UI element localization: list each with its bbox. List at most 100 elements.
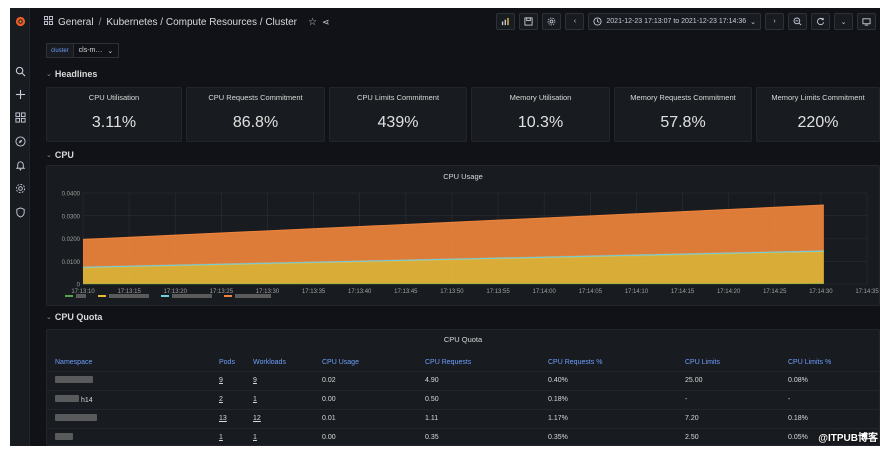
- y-tick-label: 0.0100: [62, 260, 81, 266]
- alerting-bell-icon[interactable]: [10, 158, 30, 172]
- column-header[interactable]: Namespace: [47, 354, 211, 372]
- redacted-namespace: [55, 433, 73, 440]
- x-tick-label: 17:13:40: [348, 289, 372, 294]
- watermark: @ITPUB博客: [818, 433, 878, 444]
- cpu-requests-pct-cell: 0.18%: [540, 390, 677, 410]
- stat-panel[interactable]: CPU Limits Commitment 439%: [329, 87, 467, 142]
- stat-title: Memory Requests Commitment: [630, 93, 736, 102]
- stat-panel[interactable]: Memory Utilisation 10.3%: [471, 87, 610, 142]
- time-shift-forward-button[interactable]: ›: [765, 13, 784, 30]
- search-icon[interactable]: [10, 64, 30, 78]
- save-dashboard-button[interactable]: [519, 13, 539, 30]
- dashboard-window: General / Kubernetes / Compute Resources…: [10, 8, 880, 446]
- cpu-requests-cell: 0.50: [417, 390, 540, 410]
- column-header[interactable]: CPU Requests: [417, 354, 540, 372]
- chevron-down-icon: ⌄: [107, 47, 114, 55]
- add-panel-button[interactable]: [496, 13, 516, 30]
- legend-item[interactable]: [161, 294, 212, 298]
- star-icon[interactable]: ☆: [308, 16, 317, 28]
- grafana-logo-icon[interactable]: [10, 14, 30, 28]
- toolbar: ‹ 2021-12-23 17:13:07 to 2021-12-23 17:1…: [496, 13, 876, 30]
- column-header[interactable]: CPU Requests %: [540, 354, 677, 372]
- x-tick-label: 17:14:05: [579, 289, 603, 294]
- namespace-cell[interactable]: [47, 428, 211, 446]
- series-line-1: [82, 251, 824, 269]
- row-title: Headlines: [54, 69, 98, 79]
- breadcrumb: General / Kubernetes / Compute Resources…: [44, 15, 330, 28]
- panel-title: CPU Quota: [443, 335, 483, 344]
- shield-icon[interactable]: [10, 205, 30, 219]
- legend-swatch: [161, 295, 169, 297]
- top-navbar: General / Kubernetes / Compute Resources…: [30, 8, 880, 36]
- x-tick-label: 17:14:10: [625, 289, 649, 294]
- dashboard-title[interactable]: Kubernetes / Compute Resources / Cluster: [106, 16, 298, 28]
- stat-value: 439%: [377, 114, 419, 131]
- redacted-namespace: [55, 395, 79, 402]
- explore-compass-icon[interactable]: [10, 134, 30, 148]
- stat-title: Memory Limits Commitment: [771, 93, 865, 102]
- column-header[interactable]: Workloads: [245, 354, 314, 372]
- cluster-variable-select[interactable]: cls-m… ⌄: [73, 43, 120, 58]
- cpu-limits-cell: -: [677, 390, 780, 410]
- namespace-cell[interactable]: [47, 371, 211, 391]
- legend-swatch: [65, 295, 73, 297]
- cpu-usage-panel[interactable]: CPU Usage 0 0.0100 0.0200 0.0300 0.0400 17:13…: [46, 165, 880, 306]
- workloads-link[interactable]: 1: [245, 428, 314, 446]
- cpu-limits-pct-cell: 0.05%: [780, 428, 880, 446]
- time-range-picker[interactable]: 2021-12-23 17:13:07 to 2021-12-23 17:14:…: [588, 13, 761, 30]
- time-range-text: 2021-12-23 17:13:07 to 2021-12-23 17:14:…: [606, 18, 747, 25]
- x-tick-label: 17:13:55: [486, 289, 510, 294]
- zoom-out-button[interactable]: [788, 13, 807, 30]
- row-headlines[interactable]: ⌄ Headlines: [46, 69, 97, 79]
- namespace-cell[interactable]: [47, 409, 211, 429]
- stat-panel[interactable]: Memory Requests Commitment 57.8%: [614, 87, 752, 142]
- cpu-limits-pct-cell: 0.08%: [780, 371, 880, 391]
- tv-mode-button[interactable]: [857, 13, 876, 30]
- chevron-down-icon: ⌄: [46, 71, 52, 78]
- cpu-requests-cell: 1.11: [417, 409, 540, 429]
- row-cpu-quota[interactable]: ⌄ CPU Quota: [46, 312, 102, 322]
- stat-title: Memory Utilisation: [509, 93, 572, 102]
- column-header[interactable]: CPU Limits %: [780, 354, 880, 372]
- sidebar: [10, 8, 30, 446]
- redacted-namespace: [55, 414, 97, 421]
- refresh-button[interactable]: [811, 13, 830, 30]
- stat-value: 57.8%: [660, 114, 706, 131]
- series-area-1: [83, 251, 824, 284]
- table-header-row: Namespace Pods Workloads CPU Usage CPU R…: [47, 354, 880, 372]
- cpu-usage-cell: 0.00: [314, 390, 417, 410]
- share-icon[interactable]: ⋖: [321, 16, 330, 27]
- workloads-link[interactable]: 9: [245, 371, 314, 391]
- time-shift-back-button[interactable]: ‹: [565, 13, 585, 30]
- dashboards-icon[interactable]: [10, 110, 30, 124]
- legend-item[interactable]: [98, 294, 149, 298]
- cpu-quota-panel[interactable]: CPU Quota Namespace Pods Workloads CPU U…: [46, 329, 880, 446]
- column-header[interactable]: CPU Usage: [314, 354, 417, 372]
- column-header[interactable]: Pods: [211, 354, 245, 372]
- workloads-link[interactable]: 1: [245, 390, 314, 410]
- plus-icon[interactable]: [10, 87, 30, 101]
- variable-value: cls-m…: [78, 47, 103, 54]
- legend-item[interactable]: [65, 294, 86, 298]
- namespace-cell[interactable]: h14: [47, 390, 211, 410]
- table-row: h14 2 1 0.00 0.50 0.18% - -: [47, 390, 880, 410]
- stat-panel[interactable]: CPU Utilisation 3.11%: [46, 87, 182, 142]
- pods-link[interactable]: 1: [211, 428, 245, 446]
- redacted-legend-label: [109, 294, 149, 298]
- workloads-link[interactable]: 12: [245, 409, 314, 429]
- row-title: CPU Quota: [54, 312, 103, 322]
- stat-panel[interactable]: Memory Limits Commitment 220%: [756, 87, 880, 142]
- stat-title: CPU Limits Commitment: [356, 93, 440, 102]
- pods-link[interactable]: 13: [211, 409, 245, 429]
- pods-link[interactable]: 9: [211, 371, 245, 391]
- settings-gear-icon[interactable]: [10, 181, 30, 195]
- column-header[interactable]: CPU Limits: [677, 354, 780, 372]
- stat-value: 86.8%: [232, 114, 279, 131]
- legend-item[interactable]: [224, 294, 271, 298]
- row-cpu[interactable]: ⌄ CPU: [46, 150, 74, 160]
- pods-link[interactable]: 2: [211, 390, 245, 410]
- breadcrumb-folder-link[interactable]: General: [58, 16, 94, 28]
- stat-panel[interactable]: CPU Requests Commitment 86.8%: [186, 87, 325, 142]
- refresh-interval-dropdown[interactable]: ⌄: [834, 13, 853, 30]
- dashboard-settings-button[interactable]: [542, 13, 562, 30]
